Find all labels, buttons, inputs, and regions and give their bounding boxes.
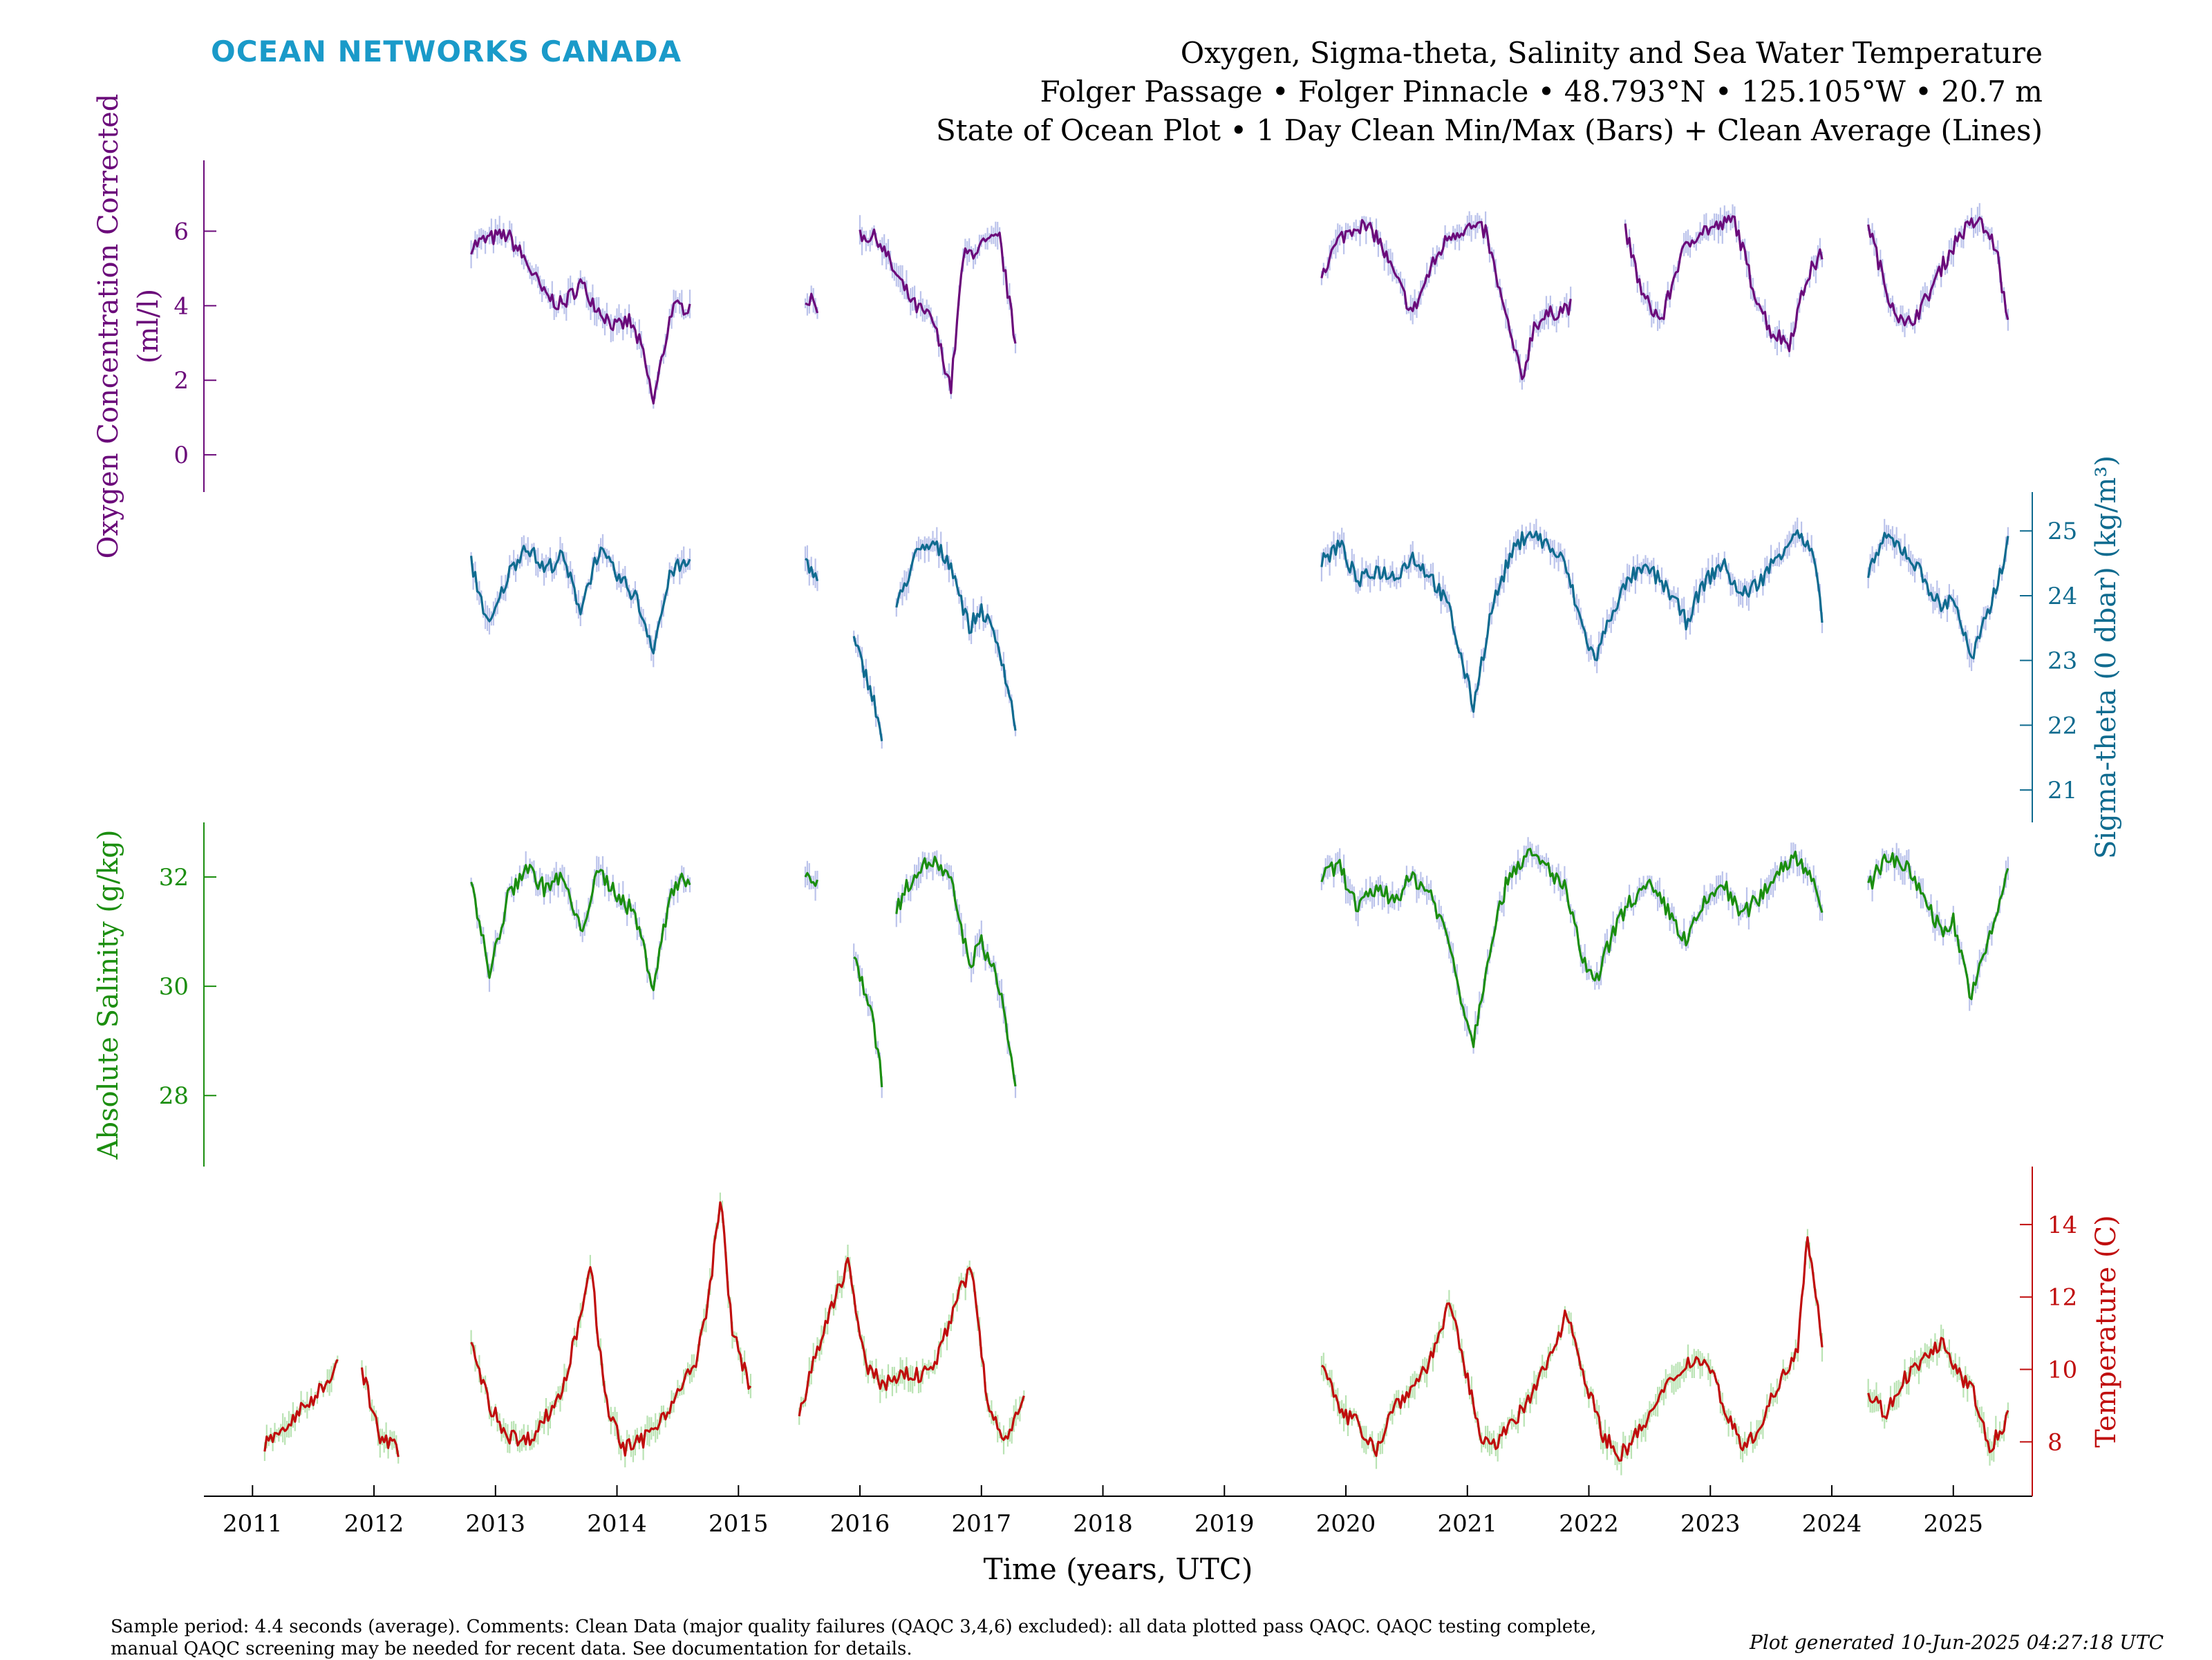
oxygen-tick-label: 6	[174, 218, 189, 245]
x-tick-label: 2024	[1802, 1510, 1862, 1538]
chart-title: Oxygen, Sigma-theta, Salinity and Sea Wa…	[1180, 36, 2043, 70]
temperature-series-line	[360, 1367, 400, 1458]
oxygen-axis-label: Oxygen Concentration Corrected	[93, 94, 124, 559]
sigma-theta-series-line	[470, 545, 691, 654]
sigma-theta-minmax-bars	[1320, 518, 1824, 718]
x-tick-label: 2013	[466, 1510, 526, 1538]
salinity-minmax-bars	[895, 850, 1017, 1098]
sigma-theta-series-line	[895, 540, 1017, 731]
temperature-series-line	[1320, 1236, 1824, 1462]
x-tick-label: 2016	[830, 1510, 890, 1538]
temperature-tick-label: 12	[2047, 1284, 2077, 1312]
oxygen-series-line	[1867, 216, 2009, 327]
sigma-theta-axis-label: Sigma-theta (0 dbar) (kg/m³)	[2090, 455, 2122, 859]
oxygen-series-line	[1320, 218, 1572, 381]
temperature-minmax-bars	[470, 1192, 751, 1468]
oxygen-series-line	[470, 228, 691, 405]
salinity-series-line	[1867, 852, 2009, 1001]
oxygen-axis-label: (ml/l)	[133, 289, 165, 364]
temperature-series-line	[1867, 1337, 2009, 1453]
footnote-line-1: Sample period: 4.4 seconds (average). Co…	[111, 1616, 1597, 1637]
brand-logo-text: OCEAN NETWORKS CANADA	[211, 35, 682, 68]
sigma-theta-series-line	[852, 636, 883, 742]
oxygen-tick-label: 4	[174, 292, 189, 320]
x-tick-label: 2014	[587, 1510, 647, 1538]
oxygen-tick-label: 2	[174, 367, 189, 395]
temperature-minmax-bars	[1320, 1229, 1824, 1475]
x-tick-label: 2025	[1923, 1510, 1983, 1538]
oxygen-minmax-bars	[859, 215, 1017, 399]
x-tick-label: 2023	[1680, 1510, 1741, 1538]
salinity-series-line	[853, 956, 883, 1088]
salinity-tick-label: 32	[159, 864, 189, 892]
temperature-series-line	[263, 1359, 339, 1452]
sigma-theta-tick-label: 23	[2047, 648, 2077, 675]
oxygen-series-line	[1624, 214, 1824, 352]
temperature-series-line	[798, 1256, 1025, 1442]
x-tick-label: 2017	[952, 1510, 1012, 1538]
sigma-theta-tick-label: 22	[2047, 712, 2077, 739]
salinity-series-line	[804, 871, 819, 887]
generated-timestamp: Plot generated 10-Jun-2025 04:27:18 UTC	[1750, 1631, 2164, 1654]
salinity-axis-label: Absolute Salinity (g/kg)	[93, 829, 124, 1160]
sigma-theta-series-line	[1867, 531, 2009, 660]
footnote: Sample period: 4.4 seconds (average). Co…	[111, 1616, 1770, 1660]
chart-subtitle-location: Folger Passage • Folger Pinnacle • 48.79…	[1040, 75, 2043, 109]
x-tick-label: 2019	[1194, 1510, 1255, 1538]
sigma-theta-tick-label: 21	[2047, 777, 2077, 804]
sigma-theta-minmax-bars	[470, 534, 691, 668]
x-tick-label: 2022	[1559, 1510, 1619, 1538]
salinity-tick-label: 30	[159, 973, 189, 1001]
x-tick-label: 2021	[1438, 1510, 1498, 1538]
temperature-tick-label: 8	[2047, 1428, 2063, 1456]
temperature-minmax-bars	[798, 1245, 1025, 1455]
x-axis-label: Time (years, UTC)	[984, 1552, 1253, 1586]
x-tick-label: 2015	[709, 1510, 769, 1538]
chart-subtitle-description: State of Ocean Plot • 1 Day Clean Min/Ma…	[935, 113, 2043, 147]
salinity-minmax-bars	[1867, 842, 2009, 1011]
sigma-theta-series-line	[805, 558, 819, 582]
oxygen-minmax-bars	[804, 285, 818, 319]
x-tick-label: 2011	[223, 1510, 283, 1538]
oxygen-series-line	[859, 228, 1017, 395]
salinity-series-line	[895, 856, 1017, 1087]
sigma-theta-series-line	[1320, 529, 1824, 713]
salinity-series-line	[470, 863, 691, 992]
sigma-theta-tick-label: 25	[2047, 518, 2077, 545]
temperature-tick-label: 14	[2047, 1211, 2077, 1239]
footnote-line-2: manual QAQC screening may be needed for …	[111, 1639, 912, 1659]
temperature-tick-label: 10	[2047, 1357, 2077, 1384]
x-tick-label: 2018	[1073, 1510, 1133, 1538]
oxygen-series-line	[805, 292, 819, 314]
temperature-minmax-bars	[361, 1360, 400, 1464]
x-tick-label: 2012	[344, 1510, 404, 1538]
salinity-minmax-bars	[1320, 837, 1824, 1054]
salinity-tick-label: 28	[159, 1082, 189, 1110]
oxygen-tick-label: 0	[174, 442, 189, 469]
sigma-theta-tick-label: 24	[2047, 583, 2077, 610]
temperature-series-line	[470, 1201, 752, 1457]
temperature-axis-label: Temperature (C)	[2090, 1215, 2122, 1448]
salinity-series-line	[1320, 847, 1824, 1048]
x-tick-label: 2020	[1316, 1510, 1376, 1538]
temperature-minmax-bars	[1867, 1324, 2009, 1466]
